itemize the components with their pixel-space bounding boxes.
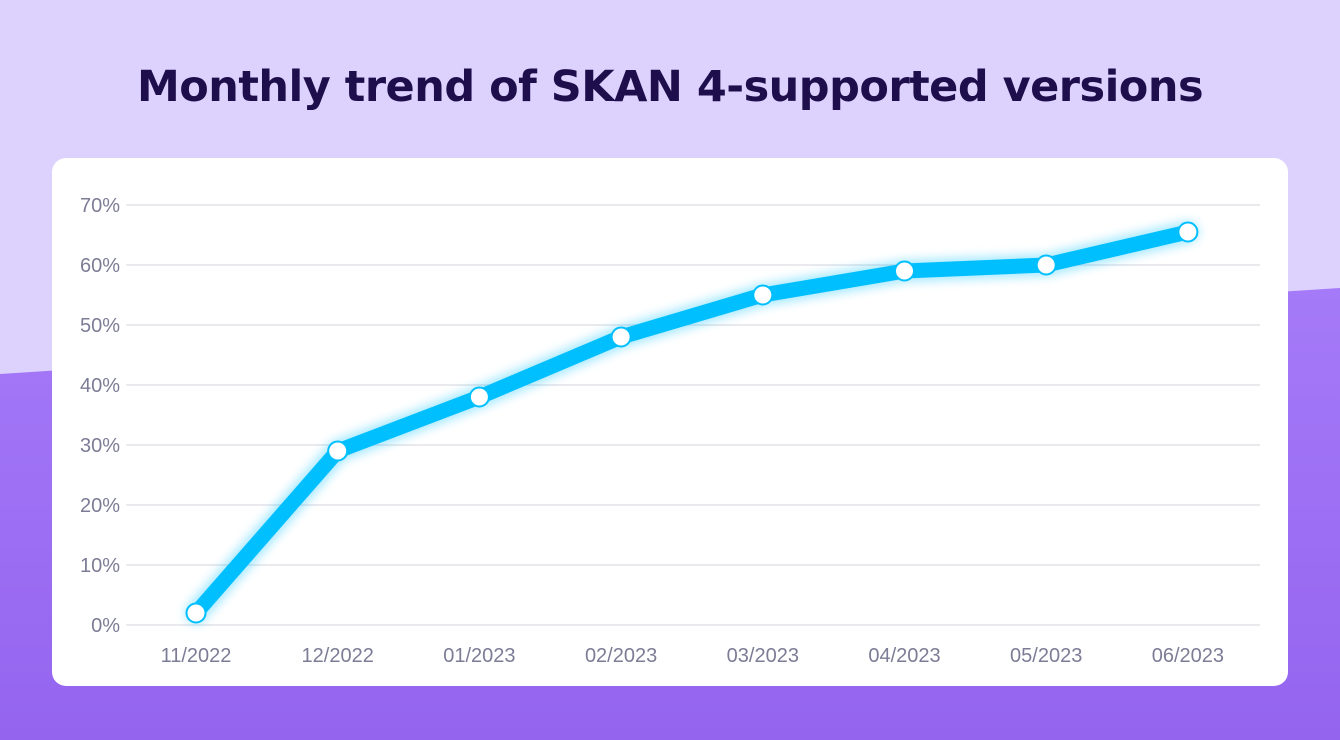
data-point — [1177, 221, 1199, 243]
y-tick-label: 40% — [80, 375, 120, 397]
y-tick-label: 0% — [91, 615, 120, 637]
chart-title: Monthly trend of SKAN 4-supported versio… — [136, 62, 1204, 112]
data-point — [752, 284, 774, 306]
x-tick-label: 04/2023 — [868, 645, 940, 667]
x-tick-label: 03/2023 — [727, 645, 799, 667]
data-point — [468, 386, 490, 408]
y-tick-label: 30% — [80, 435, 120, 457]
grid-lines — [126, 204, 1260, 626]
data-point — [1035, 254, 1057, 276]
x-tick-label: 06/2023 — [1152, 645, 1224, 667]
series-line-glow — [185, 221, 1199, 624]
y-tick-label: 60% — [80, 255, 120, 277]
x-tick-label: 02/2023 — [585, 645, 657, 667]
y-axis-tick-labels: 0% 10% 20% 30% 40% 50% 60% 70% — [80, 195, 120, 637]
point-markers — [185, 221, 1199, 624]
series-layer — [185, 221, 1199, 624]
data-point — [610, 326, 632, 348]
x-axis-tick-labels: 11/2022 12/2022 01/2023 02/2023 03/2023 04/20… — [161, 645, 1224, 667]
series-line — [188, 224, 1196, 621]
data-point — [185, 602, 207, 624]
x-tick-label: 12/2022 — [302, 645, 374, 667]
y-tick-label: 10% — [80, 555, 120, 577]
x-tick-label: 01/2023 — [443, 645, 515, 667]
y-tick-label: 50% — [80, 315, 120, 337]
y-tick-label: 70% — [80, 195, 120, 217]
data-point — [327, 440, 349, 462]
y-tick-label: 20% — [80, 495, 120, 517]
data-point — [894, 260, 915, 282]
x-tick-label: 05/2023 — [1010, 645, 1082, 667]
x-tick-label: 11/2022 — [161, 645, 232, 667]
